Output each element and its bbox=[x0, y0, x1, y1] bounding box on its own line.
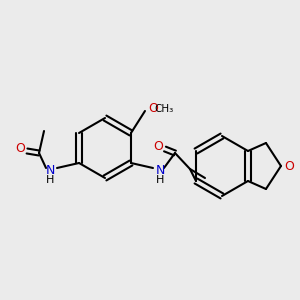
Text: O: O bbox=[148, 103, 158, 116]
Text: H: H bbox=[46, 175, 54, 185]
Text: N: N bbox=[45, 164, 55, 178]
Text: O: O bbox=[284, 160, 294, 172]
Text: N: N bbox=[155, 164, 165, 178]
Text: H: H bbox=[156, 175, 164, 185]
Text: O: O bbox=[15, 142, 25, 154]
Text: O: O bbox=[153, 140, 163, 152]
Text: CH₃: CH₃ bbox=[154, 104, 174, 114]
